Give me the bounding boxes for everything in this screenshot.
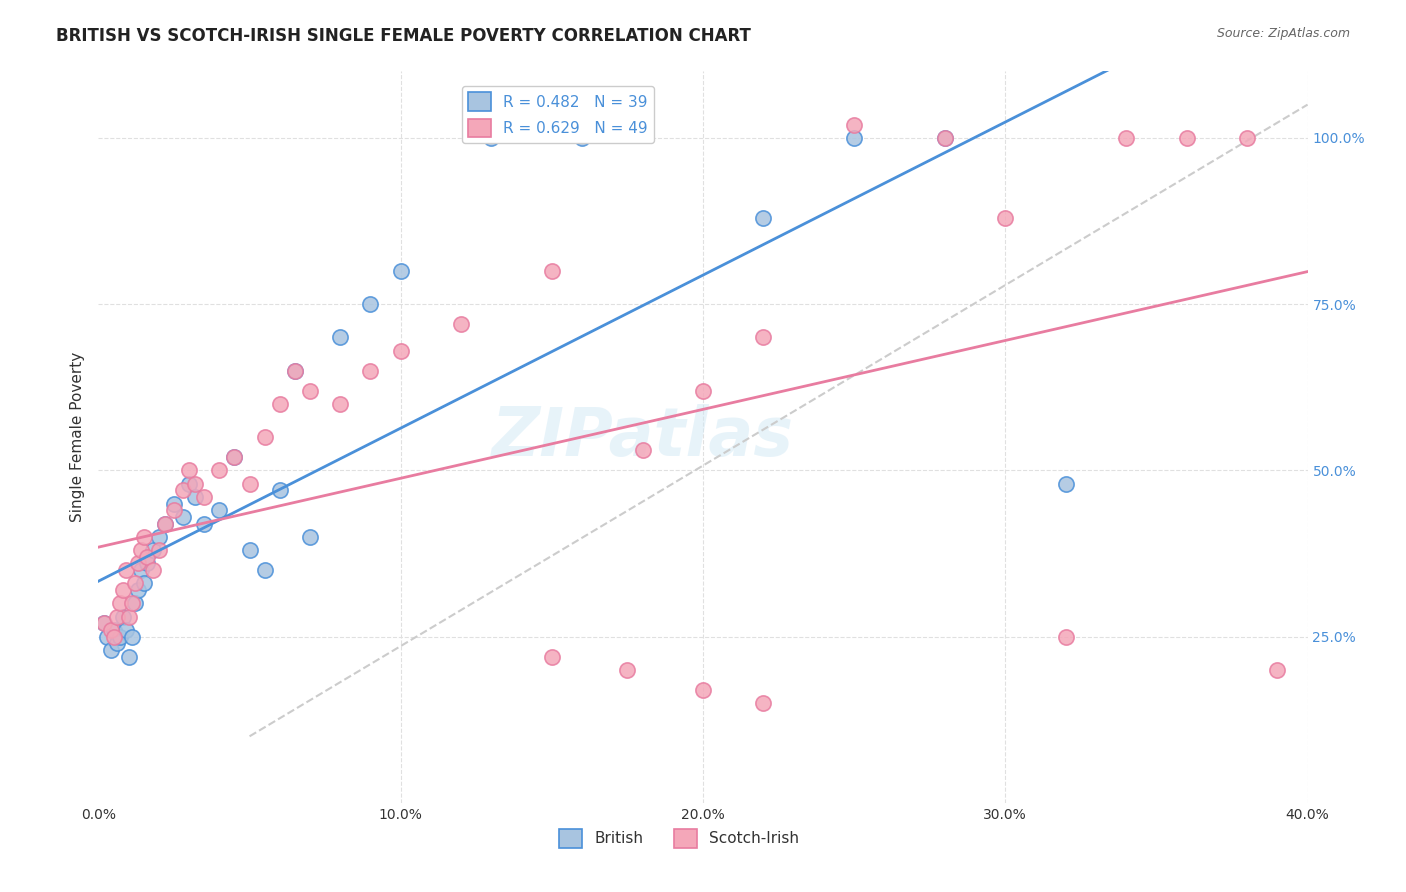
- Point: [142, 563, 165, 577]
- Text: Source: ZipAtlas.com: Source: ZipAtlas.com: [1216, 27, 1350, 40]
- Point: [239, 476, 262, 491]
- Point: [121, 596, 143, 610]
- Point: [299, 530, 322, 544]
- Point: [121, 630, 143, 644]
- Text: BRITISH VS SCOTCH-IRISH SINGLE FEMALE POVERTY CORRELATION CHART: BRITISH VS SCOTCH-IRISH SINGLE FEMALE PO…: [56, 27, 751, 45]
- Point: [135, 557, 157, 571]
- Point: [124, 596, 146, 610]
- Point: [844, 118, 866, 132]
- Point: [284, 363, 307, 377]
- Point: [111, 609, 134, 624]
- Point: [224, 450, 246, 464]
- Point: [934, 131, 956, 145]
- Point: [540, 649, 562, 664]
- Point: [1175, 131, 1198, 145]
- Point: [142, 543, 165, 558]
- Point: [752, 330, 775, 344]
- Text: ZIPatlas: ZIPatlas: [492, 404, 793, 470]
- Point: [329, 330, 352, 344]
- Point: [269, 397, 291, 411]
- Point: [118, 609, 141, 624]
- Point: [208, 463, 231, 477]
- Point: [114, 623, 136, 637]
- Point: [224, 450, 246, 464]
- Point: [389, 264, 412, 278]
- Point: [450, 317, 472, 331]
- Y-axis label: Single Female Poverty: Single Female Poverty: [69, 352, 84, 522]
- Point: [93, 616, 115, 631]
- Point: [148, 530, 170, 544]
- Point: [132, 576, 155, 591]
- Point: [93, 616, 115, 631]
- Point: [692, 384, 714, 398]
- Point: [118, 649, 141, 664]
- Point: [360, 297, 382, 311]
- Point: [844, 131, 866, 145]
- Point: [994, 211, 1017, 225]
- Point: [108, 630, 131, 644]
- Point: [111, 582, 134, 597]
- Point: [163, 503, 186, 517]
- Point: [179, 463, 201, 477]
- Point: [193, 490, 215, 504]
- Point: [108, 596, 131, 610]
- Point: [163, 497, 186, 511]
- Point: [752, 696, 775, 710]
- Point: [127, 557, 149, 571]
- Point: [100, 623, 122, 637]
- Legend: British, Scotch-Irish: British, Scotch-Irish: [553, 822, 804, 854]
- Point: [1115, 131, 1137, 145]
- Point: [124, 576, 146, 591]
- Point: [269, 483, 291, 498]
- Point: [184, 476, 207, 491]
- Point: [616, 663, 638, 677]
- Point: [284, 363, 307, 377]
- Point: [253, 430, 276, 444]
- Point: [132, 530, 155, 544]
- Point: [239, 543, 262, 558]
- Point: [1054, 630, 1077, 644]
- Point: [153, 516, 176, 531]
- Point: [481, 131, 503, 145]
- Point: [571, 131, 593, 145]
- Point: [360, 363, 382, 377]
- Point: [1267, 663, 1289, 677]
- Point: [96, 630, 118, 644]
- Point: [540, 264, 562, 278]
- Point: [172, 483, 194, 498]
- Point: [129, 543, 152, 558]
- Point: [299, 384, 322, 398]
- Point: [208, 503, 231, 517]
- Point: [105, 636, 128, 650]
- Point: [105, 609, 128, 624]
- Point: [100, 643, 122, 657]
- Point: [148, 543, 170, 558]
- Point: [135, 549, 157, 564]
- Point: [184, 490, 207, 504]
- Point: [631, 443, 654, 458]
- Point: [172, 509, 194, 524]
- Point: [103, 623, 125, 637]
- Point: [389, 343, 412, 358]
- Point: [1236, 131, 1258, 145]
- Point: [103, 630, 125, 644]
- Point: [193, 516, 215, 531]
- Point: [127, 582, 149, 597]
- Point: [329, 397, 352, 411]
- Point: [752, 211, 775, 225]
- Point: [129, 563, 152, 577]
- Point: [253, 563, 276, 577]
- Point: [692, 682, 714, 697]
- Point: [934, 131, 956, 145]
- Point: [179, 476, 201, 491]
- Point: [153, 516, 176, 531]
- Point: [114, 563, 136, 577]
- Point: [1054, 476, 1077, 491]
